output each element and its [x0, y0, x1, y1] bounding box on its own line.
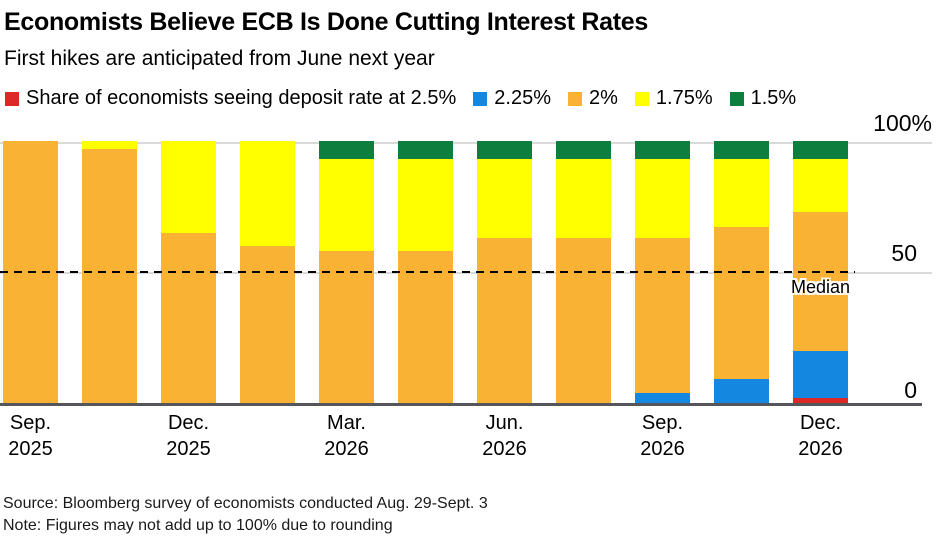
- bar-6: [398, 141, 453, 403]
- x-axis-label-Dec-2025: Dec. 2025: [166, 410, 211, 462]
- bar-8: [556, 141, 611, 403]
- x-label-year: 2026: [324, 438, 369, 460]
- median-label: Median: [790, 277, 850, 297]
- bar-segment-2%: [477, 237, 532, 403]
- legend-label: Share of economists seeing deposit rate …: [26, 87, 457, 109]
- bar-segment-2%: [793, 211, 848, 351]
- bar-segment-1.75%: [556, 159, 611, 238]
- x-label-month: Sep.: [9, 412, 52, 434]
- legend-swatch-1.75%: [634, 91, 649, 106]
- bar-segment-2%: [556, 237, 611, 403]
- x-axis-baseline: [0, 403, 922, 406]
- bar-segment-2%: [240, 245, 295, 403]
- bar-9: [635, 141, 690, 403]
- bar-segment-1.5%: [398, 141, 453, 160]
- bar-segment-2.25%: [635, 392, 690, 403]
- bar-segment-2%: [635, 237, 690, 393]
- x-axis-label-Jun-2026: Jun. 2026: [482, 410, 527, 462]
- bar-7: [477, 141, 532, 403]
- x-axis-label-Dec-2026: Dec. 2026: [798, 410, 843, 462]
- y-tick-0: 0: [904, 377, 917, 403]
- legend-label: 1.75%: [655, 87, 713, 109]
- bar-segment-2%: [398, 251, 453, 403]
- bar-segment-1.75%: [793, 159, 848, 212]
- x-label-month: Sep.: [641, 412, 684, 434]
- bar-segment-1.5%: [556, 141, 611, 160]
- bar-segment-2.25%: [793, 350, 848, 398]
- legend-item-2.25%: 2.25%: [473, 87, 551, 110]
- x-label-year: 2026: [482, 438, 527, 460]
- bar-segment-2%: [714, 227, 769, 380]
- bar-segment-1.75%: [161, 141, 216, 233]
- bar-3: [161, 141, 216, 403]
- bar-segment-1.5%: [635, 141, 690, 160]
- legend-label: 2.25%: [494, 87, 551, 109]
- legend: Share of economists seeing deposit rate …: [5, 87, 796, 110]
- bar-segment-1.5%: [477, 141, 532, 160]
- x-label-month: Dec.: [167, 412, 210, 434]
- bar-segment-1.5%: [714, 141, 769, 160]
- x-axis-label-Sep-2026: Sep. 2026: [640, 410, 685, 462]
- y-tick-100: 100%: [873, 110, 932, 136]
- source-text: Source: Bloomberg survey of economists c…: [3, 495, 488, 512]
- gridline-100: [0, 142, 932, 144]
- bar-segment-1.75%: [319, 159, 374, 252]
- chart-title: Economists Believe ECB Is Done Cutting I…: [4, 8, 648, 36]
- legend-item-2.5%: Share of economists seeing deposit rate …: [5, 87, 456, 110]
- bar-segment-1.5%: [793, 141, 848, 160]
- chart-subtitle: First hikes are anticipated from June ne…: [4, 47, 435, 70]
- bar-segment-1.75%: [477, 159, 532, 238]
- x-label-year: 2026: [798, 438, 843, 460]
- bar-5: [319, 141, 374, 403]
- x-label-month: Dec.: [799, 412, 842, 434]
- bar-segment-1.75%: [240, 141, 295, 246]
- bar-segment-1.75%: [635, 159, 690, 238]
- legend-item-1.75%: 1.75%: [634, 87, 713, 110]
- x-label-month: Mar.: [327, 412, 366, 434]
- bar-segment-1.75%: [714, 159, 769, 228]
- median-line: [0, 271, 855, 273]
- legend-item-2%: 2%: [567, 87, 618, 110]
- bar-segment-1.75%: [82, 141, 137, 149]
- x-axis-label-Sep-2025: Sep. 2025: [8, 410, 53, 462]
- legend-item-1.5%: 1.5%: [729, 87, 797, 110]
- x-axis-label-Mar-2026: Mar. 2026: [324, 410, 369, 462]
- legend-label: 2%: [588, 87, 618, 109]
- chart-area: Median: [0, 141, 940, 406]
- bar-segment-2%: [82, 148, 137, 403]
- legend-swatch-2.5%: [5, 91, 19, 106]
- note-text: Note: Figures may not add up to 100% due…: [3, 517, 393, 534]
- x-label-year: 2025: [8, 438, 53, 460]
- legend-swatch-2%: [567, 91, 582, 106]
- x-label-month: Jun.: [485, 412, 524, 434]
- bar-segment-2.5%: [793, 397, 848, 403]
- bar-segment-2%: [319, 251, 374, 403]
- y-tick-50: 50: [891, 240, 917, 266]
- legend-label: 1.5%: [750, 87, 797, 109]
- bar-segment-1.75%: [398, 159, 453, 252]
- legend-swatch-1.5%: [729, 91, 744, 106]
- gridline-50: [0, 272, 932, 274]
- x-label-year: 2025: [166, 438, 211, 460]
- bar-segment-2%: [161, 232, 216, 403]
- bar-10: [714, 141, 769, 403]
- x-label-year: 2026: [640, 438, 685, 460]
- bar-2: [82, 141, 137, 403]
- bar-segment-2.25%: [714, 379, 769, 403]
- bar-11: [793, 141, 848, 403]
- bar-segment-1.5%: [319, 141, 374, 160]
- legend-swatch-2.25%: [473, 91, 488, 106]
